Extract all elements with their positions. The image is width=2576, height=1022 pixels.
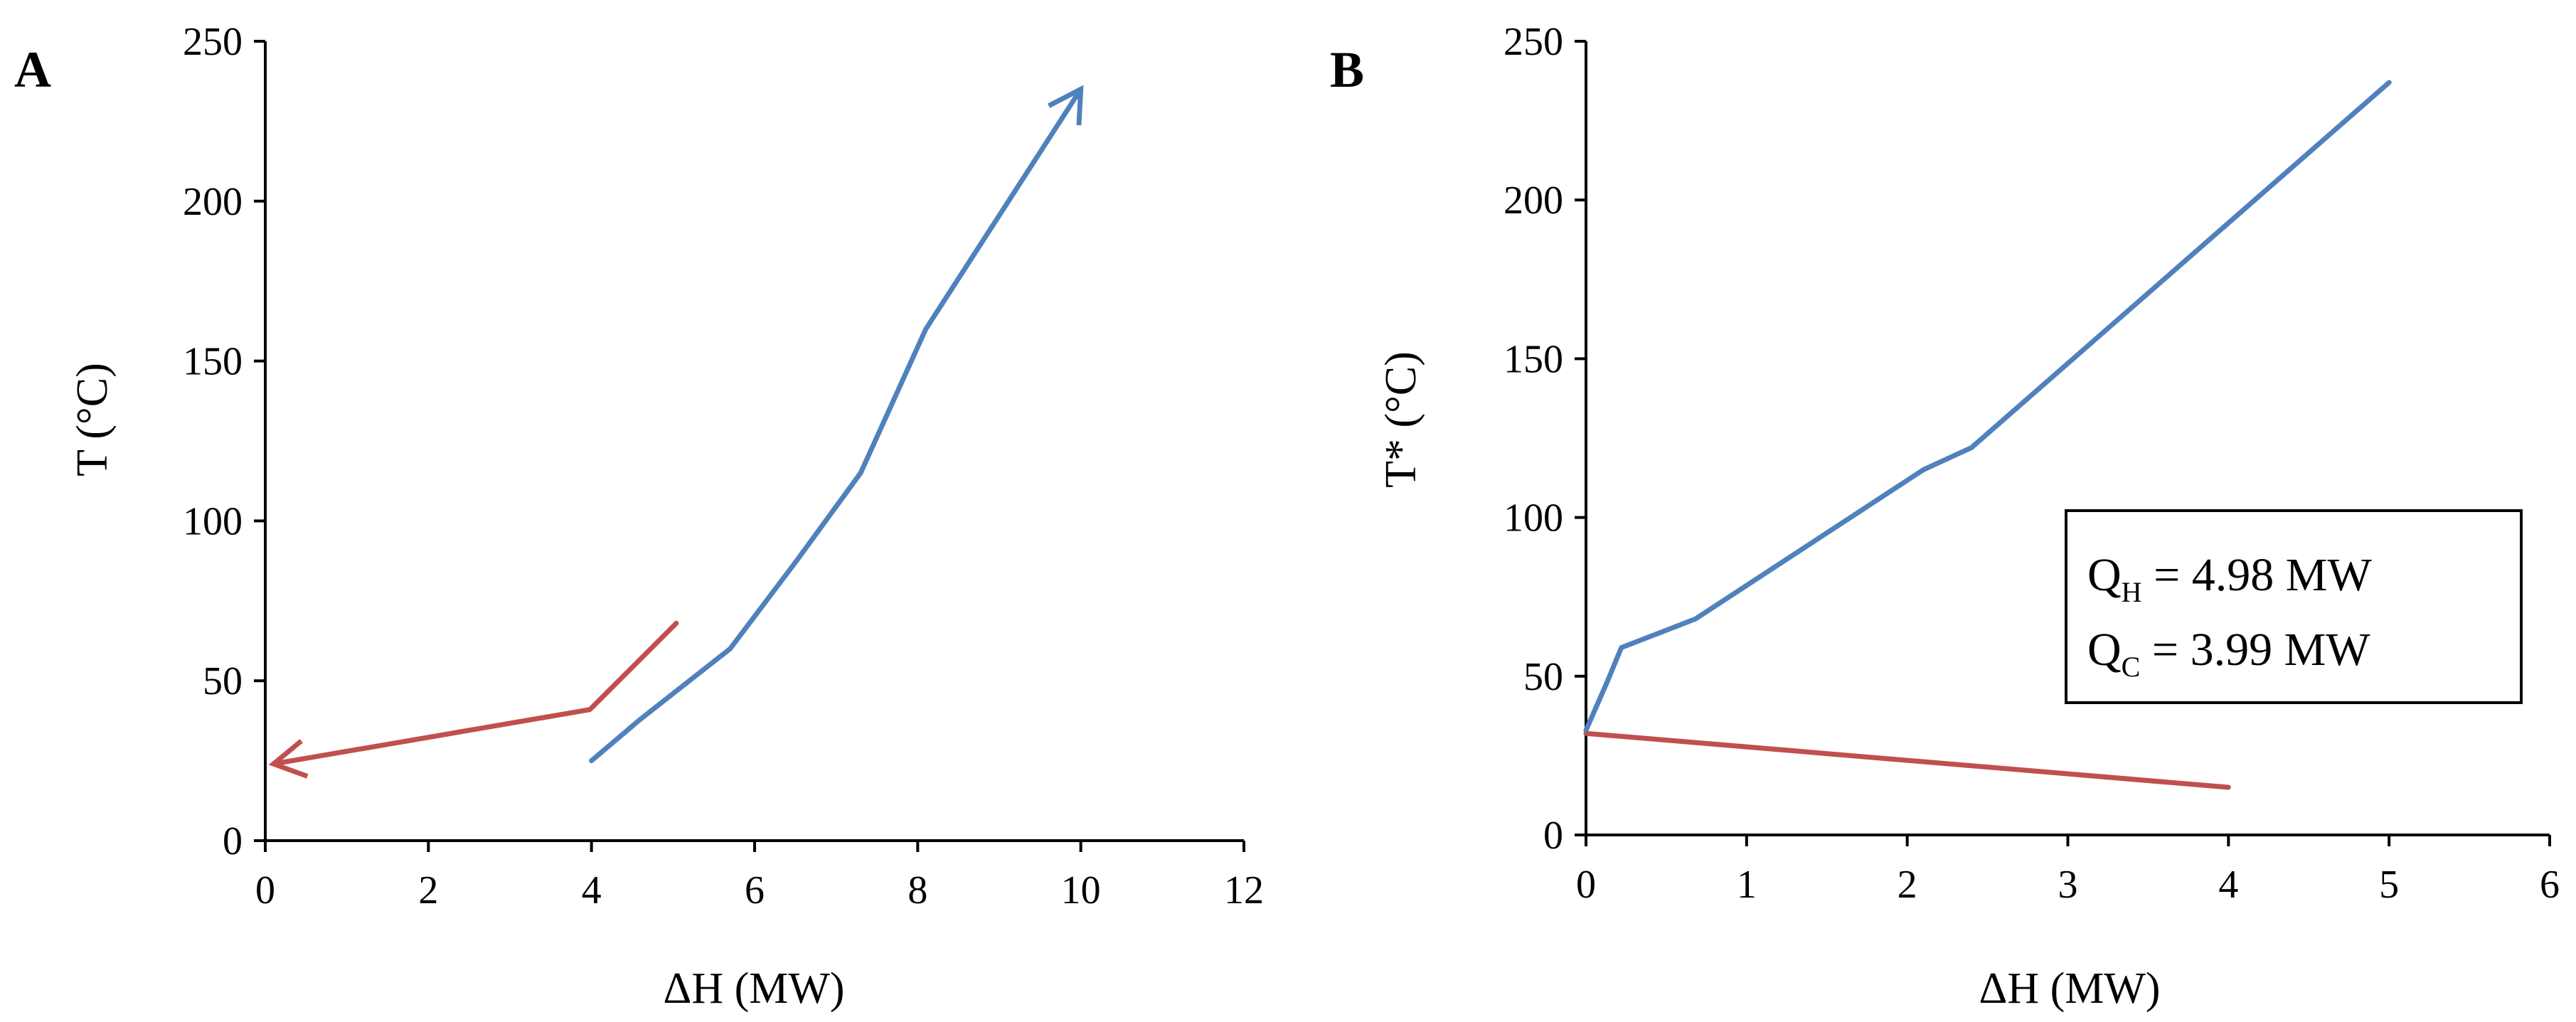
x-tick-label-a: 4 [582, 868, 602, 912]
annotation-qc: QC = 3.99 MW [2087, 624, 2370, 683]
y-tick-label-b: 150 [1503, 337, 1563, 381]
y-tick-label-a: 100 [183, 499, 243, 543]
x-tick-label-a: 2 [418, 868, 438, 912]
cold-curve-a [589, 85, 1084, 764]
x-tick-label-a: 6 [745, 868, 765, 912]
y-tick-label-b: 0 [1543, 814, 1563, 858]
x-tick-label-b: 0 [1576, 863, 1596, 907]
annotation-box: QH = 4.98 MW QC = 3.99 MW [2065, 509, 2523, 704]
y-tick-label-b: 100 [1503, 496, 1563, 541]
x-tick-label-a: 12 [1224, 868, 1264, 912]
y-tick-label-a: 0 [223, 819, 243, 863]
panel-label-b: B [1330, 41, 1364, 98]
y-axis-label-b: T* (°C) [1377, 351, 1425, 488]
y-tick-label-b: 50 [1523, 655, 1563, 699]
x-tick-label-b: 5 [2379, 863, 2399, 907]
annotation-qh: QH = 4.98 MW [2087, 549, 2372, 608]
hot-curve-b [1583, 730, 2231, 790]
x-tick-label-b: 3 [2058, 863, 2078, 907]
x-tick-label-a: 8 [908, 868, 927, 912]
chart-a: A T (°C) ΔH (MW) 0 50 100 150 200 250 0 2 4 6 8 10 1… [14, 20, 1264, 1013]
y-tick-label-b: 250 [1503, 20, 1563, 64]
x-tick-label-b: 1 [1737, 863, 1757, 907]
cold-curve-b [1583, 80, 2392, 733]
x-tick-label-b: 6 [2540, 863, 2560, 907]
chart-b: B T* (°C) ΔH (MW) 0 50 100 150 200 250 0 1 2 3 4 5 6… [1330, 20, 2560, 1013]
y-tick-label-a: 150 [183, 340, 243, 384]
x-tick-label-a: 0 [255, 868, 275, 912]
hot-curve-a [268, 620, 679, 779]
panel-label-a: A [14, 41, 51, 98]
x-tick-label-b: 4 [2218, 863, 2238, 907]
x-tick-label-b: 2 [1898, 863, 1917, 907]
y-tick-label-a: 200 [183, 180, 243, 224]
y-axis-label-a: T (°C) [68, 363, 117, 477]
y-tick-label-b: 200 [1503, 179, 1563, 223]
y-tick-label-a: 50 [203, 659, 243, 703]
x-axis-label-b: ΔH (MW) [1979, 964, 2160, 1013]
x-axis-label-a: ΔH (MW) [663, 964, 844, 1013]
y-tick-label-a: 250 [183, 20, 243, 64]
x-tick-label-a: 10 [1061, 868, 1101, 912]
